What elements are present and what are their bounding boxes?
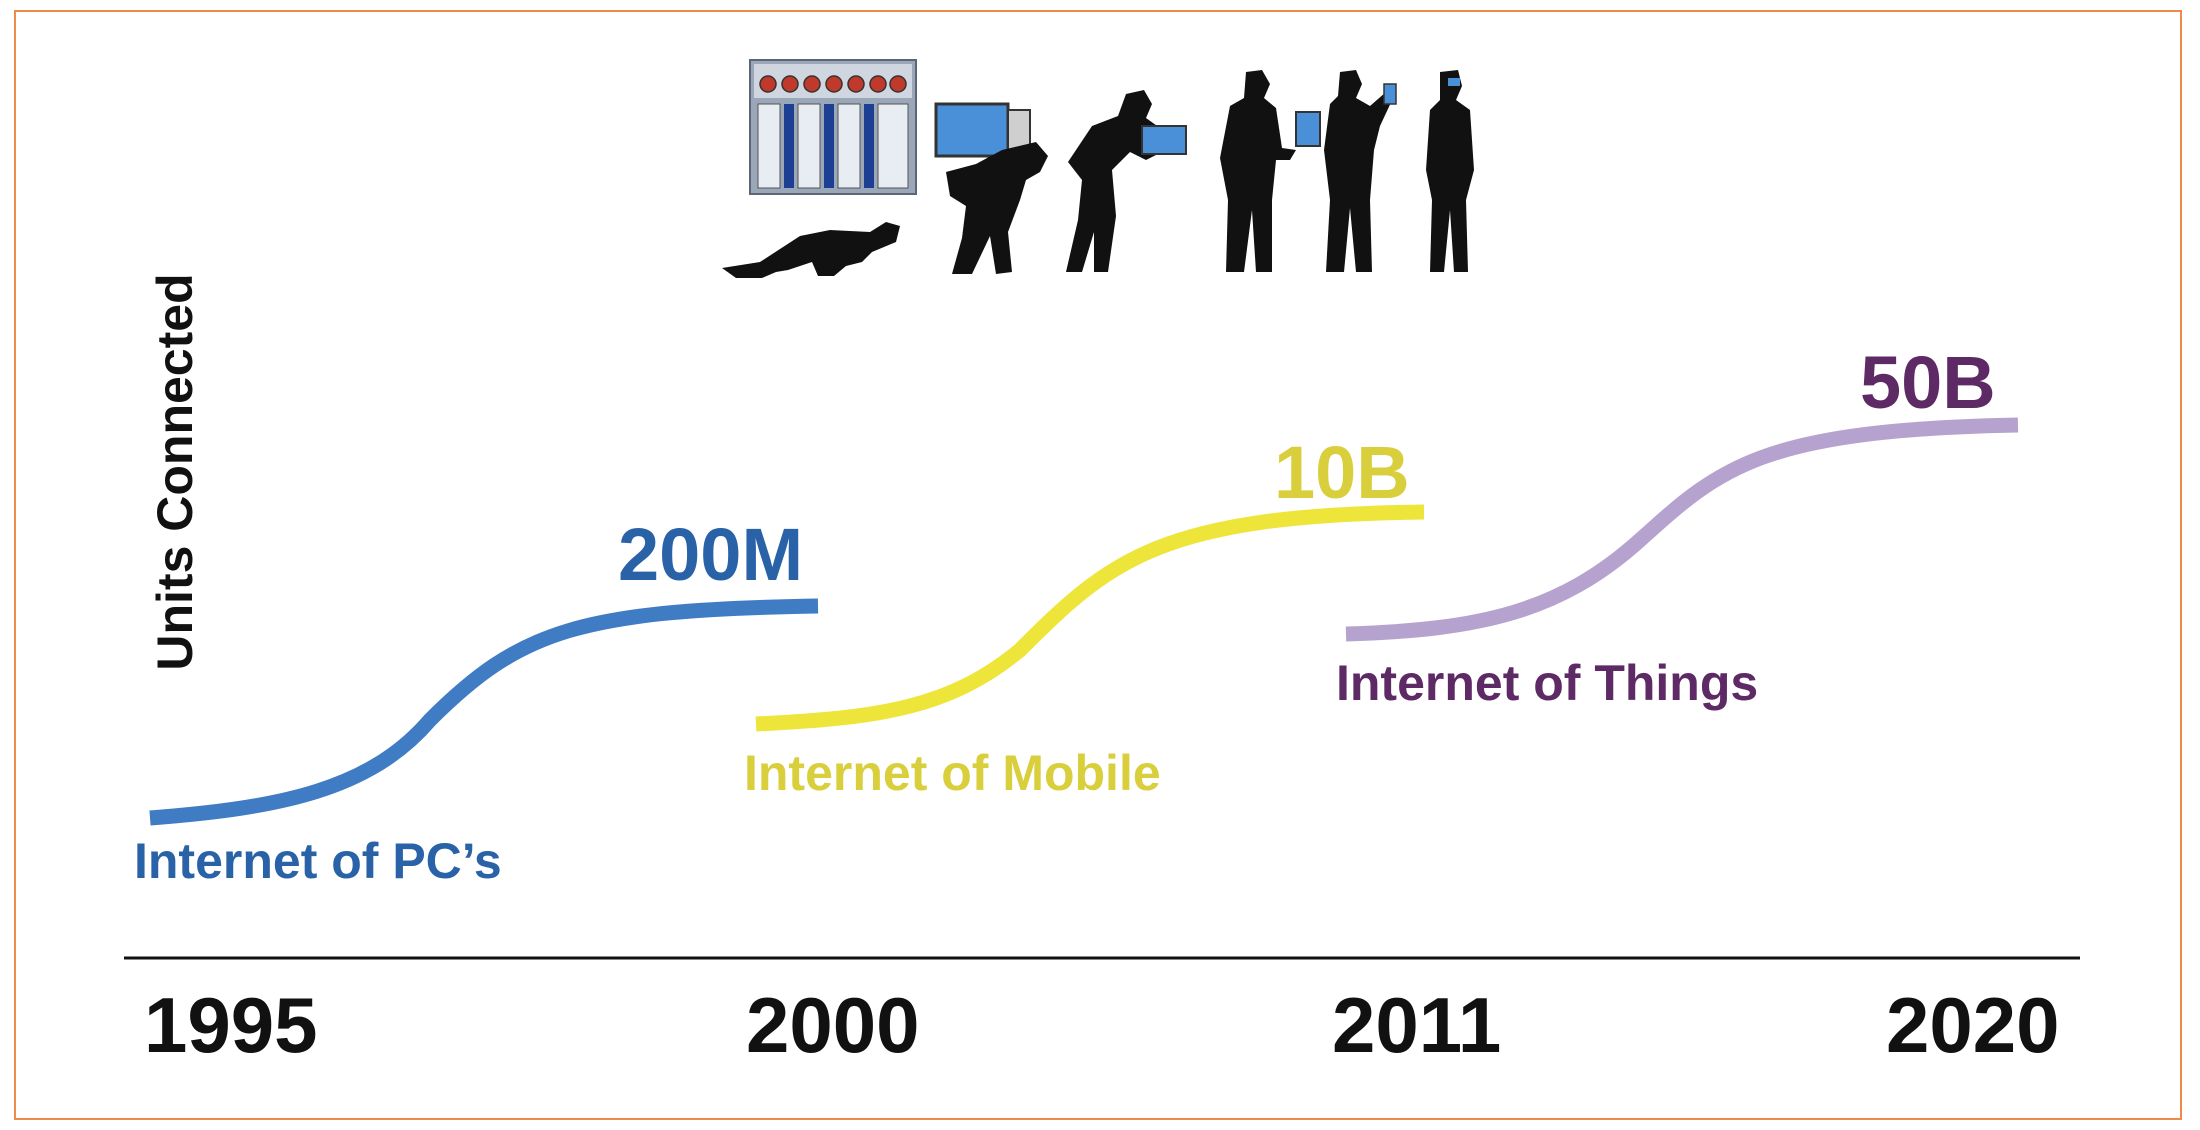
evolution-of-computing-silhouettes-icon [722, 59, 1474, 278]
desktop-monitor-icon [934, 102, 1010, 158]
laptop-icon [1141, 125, 1187, 155]
hunched-person-icon [946, 142, 1048, 274]
era-name-things: Internet of Things [1336, 655, 1758, 711]
era-curve-mobile [755, 504, 1425, 732]
laptop-user-person-icon [1066, 90, 1170, 272]
era-name-mobile: Internet of Mobile [744, 745, 1161, 801]
era-value-pc: 200M [618, 513, 803, 596]
era-curve-things [1345, 417, 2019, 642]
y-axis-label: Units Connected [147, 273, 203, 670]
era-name-pc: Internet of PC’s [134, 833, 502, 889]
phone-user-person-icon [1324, 70, 1394, 272]
smart-glasses-icon [1448, 78, 1460, 86]
mainframe-icon [749, 59, 917, 195]
era-value-things: 50B [1860, 341, 1996, 424]
wearable-user-person-icon [1426, 70, 1474, 272]
year-label-1995: 1995 [144, 981, 318, 1069]
year-label-2011: 2011 [1332, 981, 1501, 1069]
year-label-2000: 2000 [746, 981, 920, 1069]
tablet-user-person-icon [1220, 70, 1296, 272]
phone-icon [1383, 83, 1397, 105]
era-curve-pc [149, 598, 819, 826]
era-value-mobile: 10B [1274, 431, 1410, 514]
crawling-person-icon [722, 222, 900, 278]
tablet-icon [1295, 111, 1321, 147]
year-label-2020: 2020 [1886, 981, 2060, 1069]
